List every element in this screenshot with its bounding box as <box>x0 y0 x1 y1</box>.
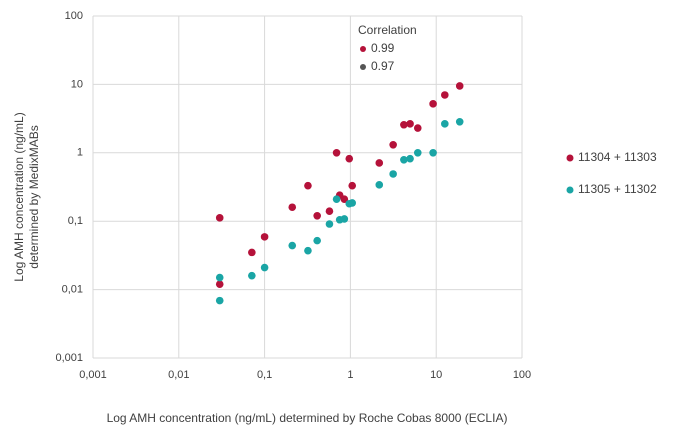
point <box>400 156 408 164</box>
point <box>304 246 312 255</box>
point <box>260 263 269 272</box>
point <box>375 181 384 189</box>
point <box>288 241 297 250</box>
y-tick-label: 0,001 <box>55 352 83 364</box>
point <box>455 117 464 126</box>
point <box>313 236 321 245</box>
point <box>215 214 224 222</box>
annotation-label: 0.97 <box>371 59 395 73</box>
point <box>313 211 321 220</box>
x-tick-label: 1 <box>347 369 353 381</box>
point <box>215 296 224 305</box>
x-tick-label: 0,01 <box>168 369 189 381</box>
point <box>325 220 334 228</box>
point <box>441 120 449 128</box>
point <box>345 154 354 163</box>
point <box>288 203 297 212</box>
y-tick-label: 0,01 <box>62 284 83 296</box>
point <box>340 215 349 223</box>
point <box>400 120 408 129</box>
annotation-title: Correlation <box>358 23 417 37</box>
point <box>348 199 357 207</box>
point <box>389 170 397 178</box>
x-axis-label: Log AMH concentration (ng/mL) determined… <box>107 411 508 425</box>
point <box>429 100 437 108</box>
point <box>332 149 341 157</box>
point <box>413 124 422 132</box>
x-tick-label: 0,001 <box>79 369 107 381</box>
legend-label: 11305 + 11302 <box>578 182 657 196</box>
point <box>340 195 349 203</box>
annotation-marker <box>360 46 366 52</box>
x-tick-label: 0,1 <box>257 369 272 381</box>
point <box>304 181 312 190</box>
legend-marker <box>566 186 574 194</box>
y-tick-label: 100 <box>65 10 83 22</box>
point <box>248 271 256 280</box>
annotation-label: 0.99 <box>371 41 395 55</box>
legend-marker <box>566 154 574 162</box>
point <box>215 273 224 282</box>
y-tick-label: 1 <box>77 147 83 159</box>
point <box>389 140 397 149</box>
x-tick-label: 10 <box>430 369 442 381</box>
point <box>260 233 269 241</box>
y-tick-label: 10 <box>71 78 83 90</box>
point <box>413 149 422 157</box>
point <box>406 120 414 128</box>
point <box>375 159 384 167</box>
annotation-marker <box>360 64 366 70</box>
point <box>248 248 256 257</box>
point <box>325 207 334 216</box>
point <box>348 181 357 190</box>
y-axis-label: Log AMH concentration (ng/mL) determined… <box>12 112 41 281</box>
y-axis-label-line: Log AMH concentration (ng/mL) <box>12 112 26 281</box>
point <box>215 280 224 288</box>
point <box>455 82 464 90</box>
point <box>332 195 341 203</box>
point <box>429 149 437 157</box>
x-tick-label: 100 <box>513 369 531 381</box>
point <box>441 91 449 99</box>
y-tick-label: 0,1 <box>68 215 83 227</box>
point <box>406 154 414 163</box>
legend-label: 11304 + 11303 <box>578 150 657 164</box>
y-axis-label-line: determined by MedixMABs <box>27 125 41 268</box>
